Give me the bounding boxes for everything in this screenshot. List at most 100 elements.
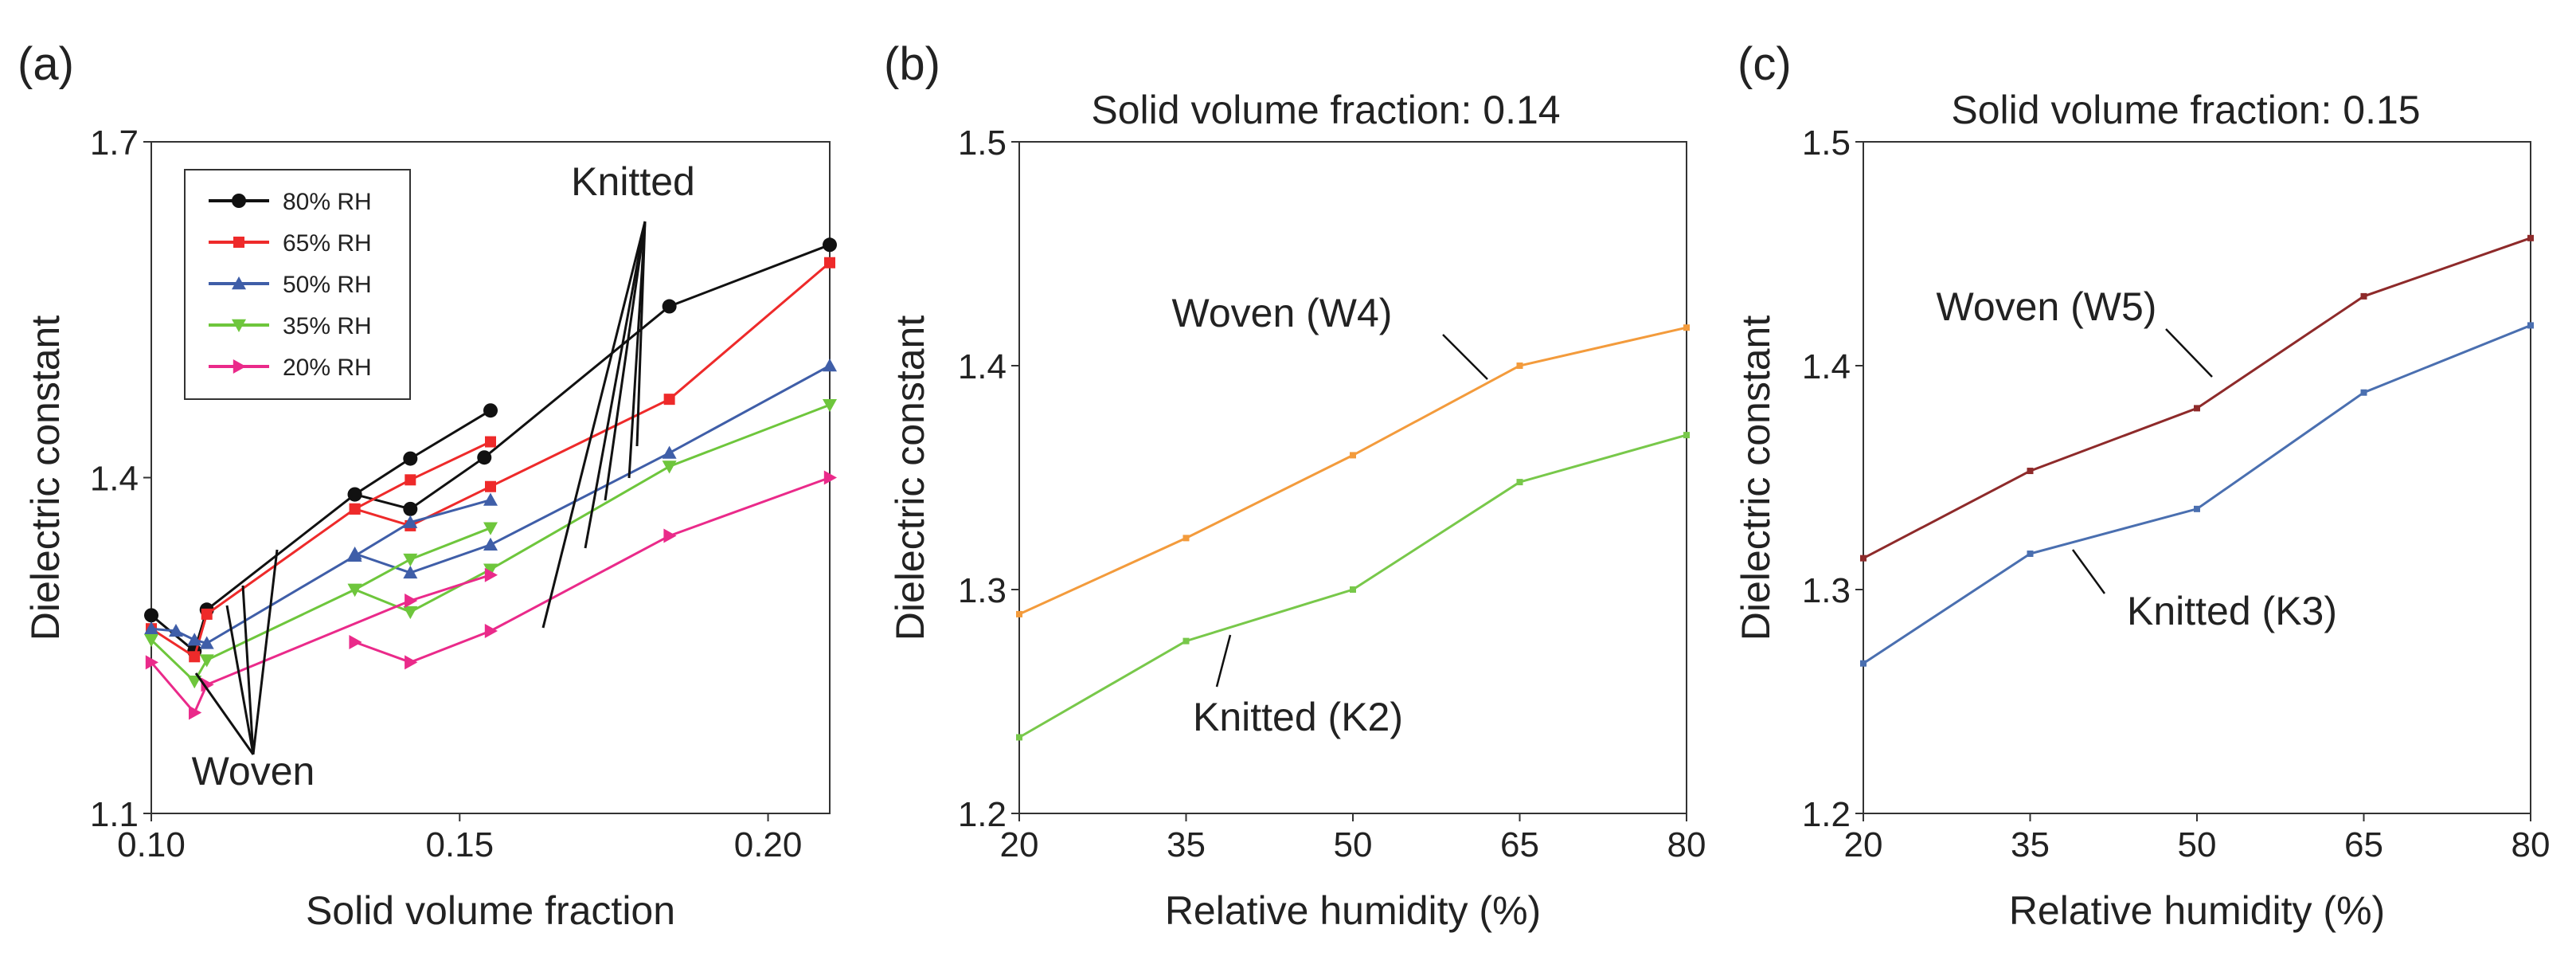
data-point (1860, 660, 1867, 667)
data-point (663, 394, 675, 406)
data-point (1016, 734, 1022, 741)
panel-c-x-axis-label: Relative humidity (%) (2009, 888, 2385, 933)
legend-entry-label: 35% RH (283, 313, 372, 339)
data-point (483, 492, 498, 506)
panel-c: (c) Solid volume fraction: 0.15 20 35 50 65… (1734, 38, 2550, 933)
legend-entry-label: 80% RH (283, 189, 372, 215)
legend-marker (232, 194, 246, 208)
data-point (484, 567, 498, 582)
panel-b-y-tick-label: 1.4 (958, 347, 1007, 386)
annotation-leader-line (2165, 328, 2213, 378)
data-point (1182, 637, 1190, 645)
panel-b-x-tick-label: 35 (1167, 825, 1206, 864)
panel-a-label: (a) (18, 38, 74, 90)
data-point (483, 403, 498, 418)
data-point (1350, 452, 1356, 459)
data-point (2527, 234, 2534, 241)
data-point (1350, 586, 1356, 593)
data-point (823, 398, 837, 413)
data-point (483, 537, 498, 551)
data-point (1516, 362, 1523, 369)
data-point (1182, 535, 1190, 542)
data-point (187, 676, 202, 689)
data-point (347, 583, 362, 597)
legend-entry-label: 65% RH (283, 230, 372, 257)
data-point (187, 633, 202, 646)
series-line-3-0 (150, 527, 491, 684)
data-point (403, 565, 418, 579)
data-point (168, 623, 183, 637)
knitted-pointer-line (635, 221, 647, 447)
data-point (144, 634, 158, 648)
data-point (2360, 389, 2367, 396)
data-point (405, 655, 418, 670)
data-point (823, 237, 837, 253)
panel-c-x-tick-label: 80 (2512, 825, 2551, 864)
data-point (2527, 322, 2534, 329)
knitted-pointer-line (541, 221, 647, 629)
data-point (2360, 292, 2367, 300)
data-point (349, 503, 361, 515)
data-point (483, 522, 498, 535)
series-line-1 (1018, 433, 1687, 739)
panel-b-title: Solid volume fraction: 0.14 (1091, 88, 1560, 132)
panel-c-y-axis-label: Dielectric constant (1734, 315, 1778, 641)
data-point (347, 487, 362, 502)
panel-a-x-tick-label: 0.15 (425, 825, 494, 864)
panel-b-x-tick-label: 80 (1667, 825, 1706, 864)
panel-a-y-axis-label: Dielectric constant (23, 315, 68, 641)
annotation-leader-line (1215, 634, 1232, 688)
data-point (403, 605, 418, 620)
knitted-pointer-line (584, 221, 647, 549)
panel-b: (b) Solid volume fraction: 0.14 20 35 50 65… (884, 38, 1706, 933)
data-point (1516, 479, 1523, 486)
data-point (1016, 610, 1022, 617)
data-point (145, 655, 158, 670)
data-point (189, 651, 201, 663)
panel-c-x-tick-label: 65 (2344, 825, 2383, 864)
legend-marker (233, 237, 244, 248)
legend-marker (233, 359, 246, 374)
series-annotation: Knitted (K2) (1193, 695, 1403, 739)
panel-a-y-tick-label: 1.4 (90, 460, 139, 499)
data-point (662, 299, 677, 314)
data-point (662, 460, 677, 474)
data-point (662, 445, 677, 459)
panel-c-y-tick-label: 1.2 (1802, 795, 1851, 834)
panel-c-x-tick-label: 35 (2011, 825, 2050, 864)
series-line-1-0 (150, 441, 491, 659)
data-point (483, 563, 498, 577)
panel-b-y-tick-label: 1.5 (958, 123, 1007, 163)
annotation-leader-line (1442, 334, 1488, 380)
panel-b-x-tick-label: 65 (1500, 825, 1539, 864)
annotation-leader-line (2071, 549, 2106, 594)
series-annotation: Knitted (K3) (2127, 589, 2337, 633)
panel-a-y-tick-label: 1.7 (90, 123, 139, 163)
series-line-0 (1018, 326, 1687, 616)
woven-pointer-line (225, 605, 255, 755)
knitted-annotation: Knitted (571, 159, 695, 204)
data-point (405, 474, 416, 486)
data-point (403, 515, 418, 528)
panel-a-x-axis-label: Solid volume fraction (306, 888, 675, 933)
legend-marker (232, 276, 246, 290)
knitted-pointer-line (604, 221, 647, 501)
legend-marker (232, 319, 246, 332)
panel-a-y-tick-label: 1.1 (90, 795, 139, 834)
data-point (2194, 405, 2200, 412)
data-point (2194, 505, 2200, 512)
data-point (2027, 468, 2034, 475)
data-point (349, 635, 362, 650)
series-annotation: Woven (W4) (1172, 291, 1393, 335)
panel-a-x-tick-label: 0.10 (117, 825, 186, 864)
series-annotation: Woven (W5) (1937, 284, 2157, 329)
woven-pointer-line (194, 672, 255, 755)
data-point (405, 594, 418, 609)
data-point (823, 470, 837, 485)
data-point (663, 528, 677, 543)
data-point (403, 451, 418, 466)
panel-c-title: Solid volume fraction: 0.15 (1951, 88, 2420, 132)
series-line-2-1 (354, 364, 831, 574)
panel-a-x-tick-label: 0.20 (734, 825, 803, 864)
